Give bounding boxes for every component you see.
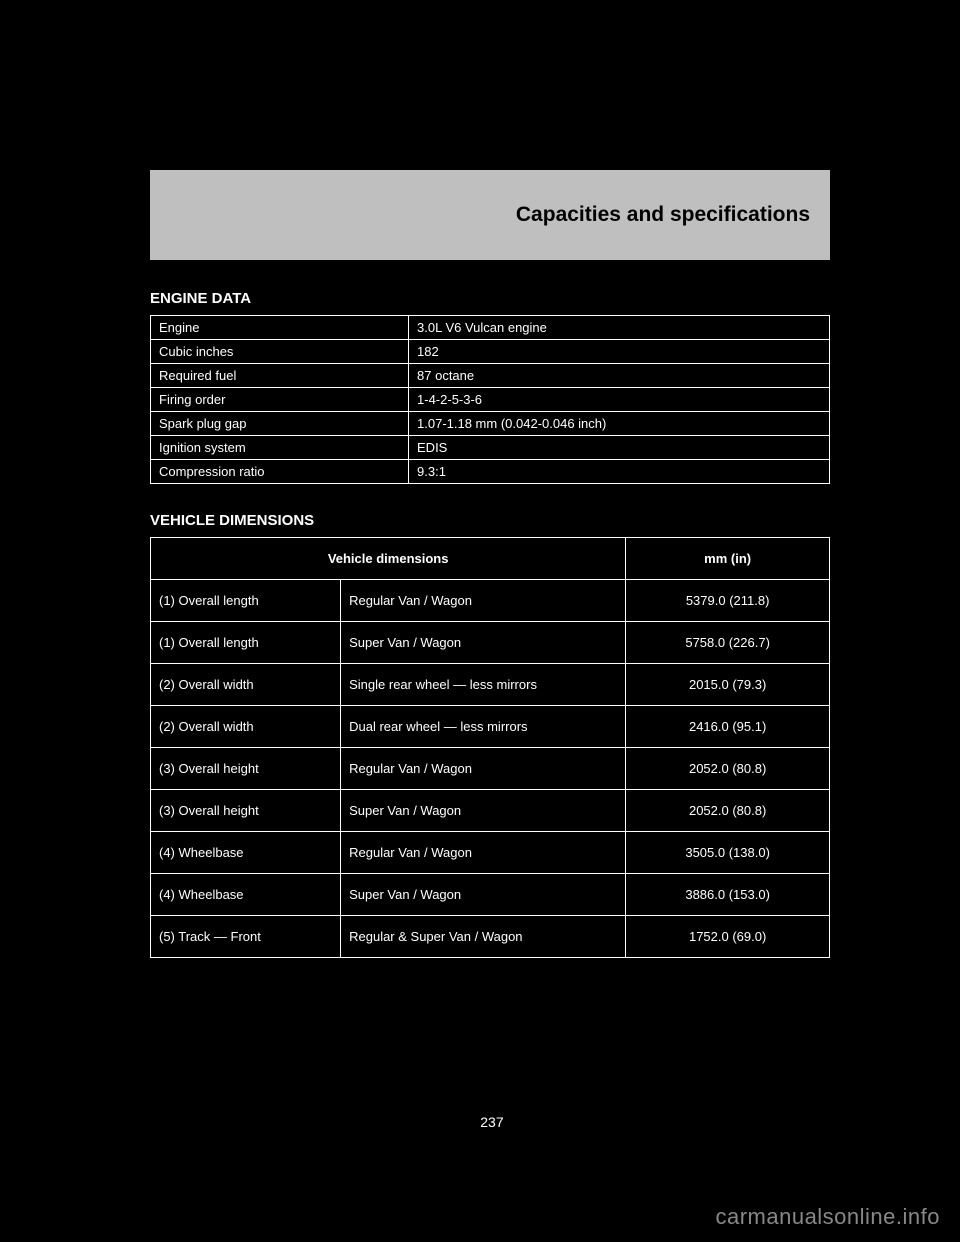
cell-dim: (1) Overall length	[151, 580, 341, 622]
table-row: Engine3.0L V6 Vulcan engine	[151, 316, 830, 340]
table-row: (2) Overall widthSingle rear wheel — les…	[151, 664, 830, 706]
cell-label: Spark plug gap	[151, 412, 409, 436]
table-row: (1) Overall lengthRegular Van / Wagon537…	[151, 580, 830, 622]
cell-dim: (4) Wheelbase	[151, 874, 341, 916]
cell-label: Engine	[151, 316, 409, 340]
header-cell: mm (in)	[626, 538, 830, 580]
cell-spec: Regular Van / Wagon	[341, 748, 626, 790]
table-row: Spark plug gap1.07-1.18 mm (0.042-0.046 …	[151, 412, 830, 436]
cell-val: 2052.0 (80.8)	[626, 790, 830, 832]
engine-data-table: Engine3.0L V6 Vulcan engine Cubic inches…	[150, 315, 830, 484]
cell-dim: (2) Overall width	[151, 664, 341, 706]
cell-dim: (1) Overall length	[151, 622, 341, 664]
engine-data-title: ENGINE DATA	[150, 290, 830, 307]
cell-spec: Super Van / Wagon	[341, 874, 626, 916]
vehicle-dimensions-table: Vehicle dimensions mm (in) (1) Overall l…	[150, 537, 830, 958]
cell-value: 9.3:1	[409, 460, 830, 484]
table-row: Cubic inches182	[151, 340, 830, 364]
cell-val: 3886.0 (153.0)	[626, 874, 830, 916]
table-header-row: Vehicle dimensions mm (in)	[151, 538, 830, 580]
cell-dim: (3) Overall height	[151, 748, 341, 790]
table-row: (3) Overall heightRegular Van / Wagon205…	[151, 748, 830, 790]
table-row: Ignition systemEDIS	[151, 436, 830, 460]
cell-label: Compression ratio	[151, 460, 409, 484]
vehicle-dimensions-title: VEHICLE DIMENSIONS	[150, 512, 830, 529]
cell-val: 5379.0 (211.8)	[626, 580, 830, 622]
cell-dim: (3) Overall height	[151, 790, 341, 832]
page-container: Capacities and specifications ENGINE DAT…	[150, 170, 830, 1112]
cell-dim: (4) Wheelbase	[151, 832, 341, 874]
table-row: (3) Overall heightSuper Van / Wagon2052.…	[151, 790, 830, 832]
cell-spec: Dual rear wheel — less mirrors	[341, 706, 626, 748]
cell-label: Required fuel	[151, 364, 409, 388]
page-number: 237	[480, 1114, 503, 1130]
cell-spec: Regular Van / Wagon	[341, 832, 626, 874]
table-row: Compression ratio9.3:1	[151, 460, 830, 484]
cell-label: Cubic inches	[151, 340, 409, 364]
cell-spec: Single rear wheel — less mirrors	[341, 664, 626, 706]
page-title: Capacities and specifications	[516, 203, 810, 227]
cell-val: 2015.0 (79.3)	[626, 664, 830, 706]
cell-val: 3505.0 (138.0)	[626, 832, 830, 874]
cell-label: Firing order	[151, 388, 409, 412]
cell-dim: (2) Overall width	[151, 706, 341, 748]
cell-value: 1-4-2-5-3-6	[409, 388, 830, 412]
watermark: carmanualsonline.info	[715, 1204, 940, 1230]
table-row: (2) Overall widthDual rear wheel — less …	[151, 706, 830, 748]
table-row: (1) Overall lengthSuper Van / Wagon5758.…	[151, 622, 830, 664]
cell-val: 2052.0 (80.8)	[626, 748, 830, 790]
cell-spec: Regular Van / Wagon	[341, 580, 626, 622]
cell-spec: Super Van / Wagon	[341, 622, 626, 664]
table-row: Firing order1-4-2-5-3-6	[151, 388, 830, 412]
cell-val: 2416.0 (95.1)	[626, 706, 830, 748]
cell-value: 182	[409, 340, 830, 364]
table-row: (4) WheelbaseRegular Van / Wagon3505.0 (…	[151, 832, 830, 874]
header-cell: Vehicle dimensions	[151, 538, 626, 580]
table-row: Required fuel87 octane	[151, 364, 830, 388]
table-row: (5) Track — FrontRegular & Super Van / W…	[151, 916, 830, 958]
cell-val: 1752.0 (69.0)	[626, 916, 830, 958]
cell-dim: (5) Track — Front	[151, 916, 341, 958]
cell-value: 1.07-1.18 mm (0.042-0.046 inch)	[409, 412, 830, 436]
cell-value: 3.0L V6 Vulcan engine	[409, 316, 830, 340]
cell-spec: Super Van / Wagon	[341, 790, 626, 832]
cell-value: EDIS	[409, 436, 830, 460]
cell-spec: Regular & Super Van / Wagon	[341, 916, 626, 958]
header-bar: Capacities and specifications	[150, 170, 830, 260]
cell-val: 5758.0 (226.7)	[626, 622, 830, 664]
cell-label: Ignition system	[151, 436, 409, 460]
cell-value: 87 octane	[409, 364, 830, 388]
table-row: (4) WheelbaseSuper Van / Wagon3886.0 (15…	[151, 874, 830, 916]
